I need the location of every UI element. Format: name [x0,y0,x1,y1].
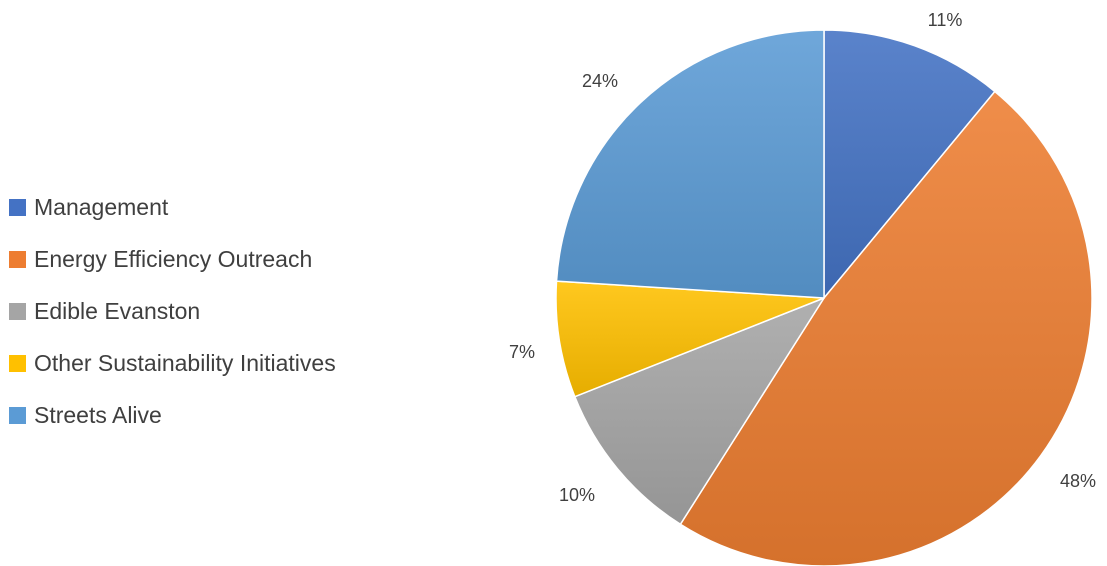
legend-item-other-sustainability-initiatives: Other Sustainability Initiatives [9,337,336,389]
pie-slice-streets-alive [555,29,825,299]
legend-swatch-other-sustainability-initiatives [9,354,26,372]
pie-slice-energy-efficiency-outreach [679,90,1093,566]
legend-swatch-streets-alive [9,406,26,424]
legend-swatch-edible-evanston [9,302,26,320]
legend-label-management: Management [34,193,169,220]
data-label-energy-efficiency-outreach: 48% [1060,471,1096,491]
pie-slice-other-sustainability-initiatives [555,280,825,398]
data-label-streets-alive: 24% [582,71,618,91]
legend-item-management: Management [9,181,336,233]
legend-item-energy-efficiency-outreach: Energy Efficiency Outreach [9,233,336,285]
data-label-edible-evanston: 10% [559,485,595,505]
data-label-management: 11% [928,10,963,30]
legend-label-energy-efficiency-outreach: Energy Efficiency Outreach [34,245,313,272]
legend-label-streets-alive: Streets Alive [34,401,162,428]
legend-label-other-sustainability-initiatives: Other Sustainability Initiatives [34,349,336,376]
legend-swatch-management [9,198,26,216]
chart-legend: Management Energy Efficiency Outreach Ed… [9,181,336,441]
legend-swatch-energy-efficiency-outreach [9,250,26,268]
data-label-other-sustainability-initiatives: 7% [509,342,535,362]
pie-slice-edible-evanston [573,296,826,526]
legend-label-edible-evanston: Edible Evanston [34,297,201,324]
pie-slice-management [823,29,996,301]
legend-item-streets-alive: Streets Alive [9,389,336,441]
legend-item-edible-evanston: Edible Evanston [9,285,336,337]
